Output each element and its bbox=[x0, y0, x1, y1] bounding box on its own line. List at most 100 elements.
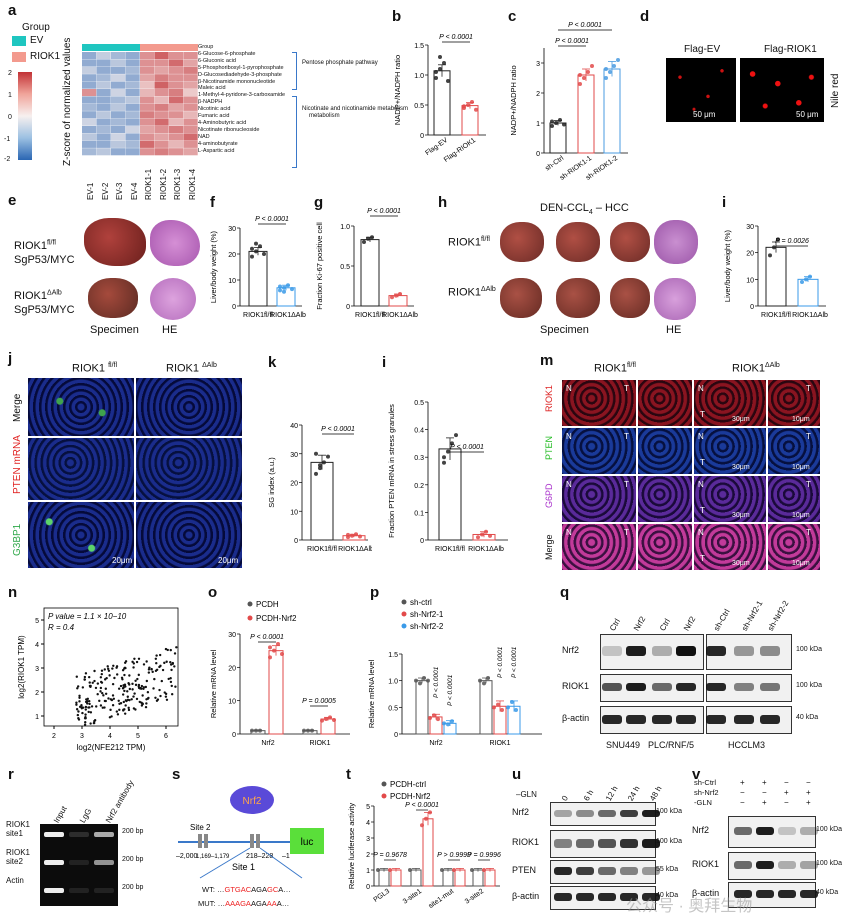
data-point bbox=[586, 70, 590, 74]
data-point bbox=[101, 706, 104, 709]
blot-row-label: β-actin bbox=[512, 891, 540, 901]
data-point bbox=[776, 237, 780, 242]
blot-band bbox=[602, 714, 622, 724]
data-point bbox=[434, 70, 438, 74]
x-tick-label: 5 bbox=[136, 733, 140, 740]
data-point bbox=[167, 677, 170, 681]
m-row-pten: PTEN bbox=[544, 435, 554, 460]
heatmap-row-label: NAD bbox=[198, 133, 210, 140]
heatmap-cell bbox=[154, 118, 169, 126]
blot-band bbox=[760, 683, 780, 691]
p-value-label: P < 0.0001 bbox=[367, 208, 401, 215]
chart-i2: 0 0.1 0.2 0.3 0.4 0.5 Fraction PTEN mRNA in st… bbox=[387, 400, 508, 553]
y-tick-label: 1.0 bbox=[414, 73, 424, 80]
bar bbox=[378, 869, 390, 887]
blot-row-label: β-actin bbox=[692, 888, 720, 898]
chart-i1: 0 10 20 30 Liver/body weight (%) RIOK1fl/fl RI… bbox=[723, 224, 828, 319]
pos-label: –2,000 bbox=[176, 853, 198, 860]
data-point bbox=[169, 677, 172, 680]
heatmap-row-label: D-Glucosediadehyde-3-phosphate bbox=[198, 71, 282, 78]
data-point bbox=[132, 695, 135, 698]
data-point bbox=[115, 710, 119, 713]
data-point bbox=[116, 713, 120, 716]
y-tick-label: 0.3 bbox=[414, 455, 424, 462]
data-point bbox=[169, 660, 172, 664]
blot-band bbox=[554, 893, 572, 901]
y-tick-label: 0.5 bbox=[388, 705, 398, 712]
data-point bbox=[476, 535, 480, 540]
x-tick-label: 3-site2 bbox=[464, 888, 485, 906]
data-point bbox=[145, 679, 149, 683]
data-point bbox=[346, 532, 350, 537]
data-point bbox=[278, 284, 282, 289]
panel-m-letter: m bbox=[540, 352, 554, 369]
data-point bbox=[124, 685, 127, 688]
scale-bar-label: 50 μm bbox=[693, 110, 716, 119]
data-point bbox=[103, 706, 106, 709]
panel-a-letter: a bbox=[8, 2, 17, 19]
x-tick-label: RIOK1 bbox=[489, 740, 510, 747]
data-point bbox=[88, 681, 91, 684]
data-point bbox=[506, 705, 510, 710]
blot-lane-label: Nrf2 bbox=[632, 614, 648, 633]
heatmap-row-label: Nicotinic acid bbox=[198, 106, 231, 113]
x-tick-label: 2 bbox=[52, 733, 56, 740]
colorbar-tick: 0 bbox=[8, 114, 12, 121]
chart-k: 0 10 20 30 40 SG index (a.u.) RIOK1fl/fl RIOK1Δ… bbox=[267, 423, 372, 553]
y-axis-label: SG index (a.u.) bbox=[267, 457, 276, 508]
heatmap-cell bbox=[140, 111, 155, 119]
legend-dot bbox=[401, 599, 407, 605]
x-tick-label: sh-Ctrl bbox=[544, 155, 565, 173]
heatmap-cell bbox=[96, 74, 111, 82]
data-point bbox=[75, 701, 78, 704]
m-row-merge: Merge bbox=[544, 534, 554, 560]
data-point bbox=[398, 292, 402, 296]
m-region-label: T bbox=[624, 384, 629, 393]
heatmap-cell bbox=[111, 59, 126, 67]
heatmap-cell bbox=[169, 96, 184, 104]
data-point bbox=[154, 657, 158, 660]
y-tick-label: 0 bbox=[232, 304, 236, 311]
heatmap-cell bbox=[111, 66, 126, 74]
blot-lane-label: 24 h bbox=[626, 784, 642, 803]
he-stain-dalb bbox=[150, 278, 196, 320]
heatmap-cell bbox=[96, 52, 111, 60]
legend-ev: EV bbox=[30, 35, 44, 46]
heatmap-cell bbox=[140, 103, 155, 111]
heatmap-cell bbox=[96, 66, 111, 74]
m-scale-label: 10μm bbox=[792, 560, 810, 567]
data-point bbox=[408, 868, 412, 872]
data-point bbox=[127, 708, 131, 712]
heatmap-cell bbox=[111, 133, 126, 141]
data-point bbox=[113, 676, 116, 680]
data-point bbox=[414, 678, 418, 683]
heatmap-cell bbox=[125, 52, 140, 60]
pos-label: 218–228 bbox=[246, 853, 273, 860]
data-point bbox=[250, 246, 254, 251]
bar bbox=[415, 680, 429, 735]
data-point bbox=[174, 685, 177, 688]
panel-f-letter: f bbox=[210, 194, 215, 211]
heatmap-cell bbox=[140, 59, 155, 67]
data-point bbox=[110, 715, 113, 718]
chart-g: 0 0.5 1.0 Fraction Ki-67 positive cell RIOK1… bbox=[315, 208, 418, 319]
data-point bbox=[484, 529, 488, 534]
data-point bbox=[164, 647, 168, 651]
data-point bbox=[84, 705, 88, 709]
plot-frame bbox=[43, 607, 179, 727]
pathway-label-cont: metabolism bbox=[309, 113, 340, 119]
bar bbox=[479, 680, 493, 735]
e-row1: RIOK1fl/fl SgP53/MYC bbox=[14, 236, 84, 267]
bar bbox=[484, 869, 496, 887]
x-tick-label: RIOK1ΔAlb bbox=[792, 312, 828, 319]
data-point bbox=[442, 460, 446, 465]
p-value-label: P > 0.9999 bbox=[437, 852, 471, 859]
data-point bbox=[462, 104, 466, 109]
panel-n-letter: n bbox=[8, 584, 18, 601]
data-point bbox=[322, 460, 326, 465]
data-point bbox=[99, 690, 102, 693]
y-tick-label: 1 bbox=[35, 714, 39, 721]
blot-lane-label: Ctrl bbox=[658, 617, 673, 633]
data-point bbox=[122, 708, 125, 712]
heatmap-cell bbox=[82, 96, 97, 104]
